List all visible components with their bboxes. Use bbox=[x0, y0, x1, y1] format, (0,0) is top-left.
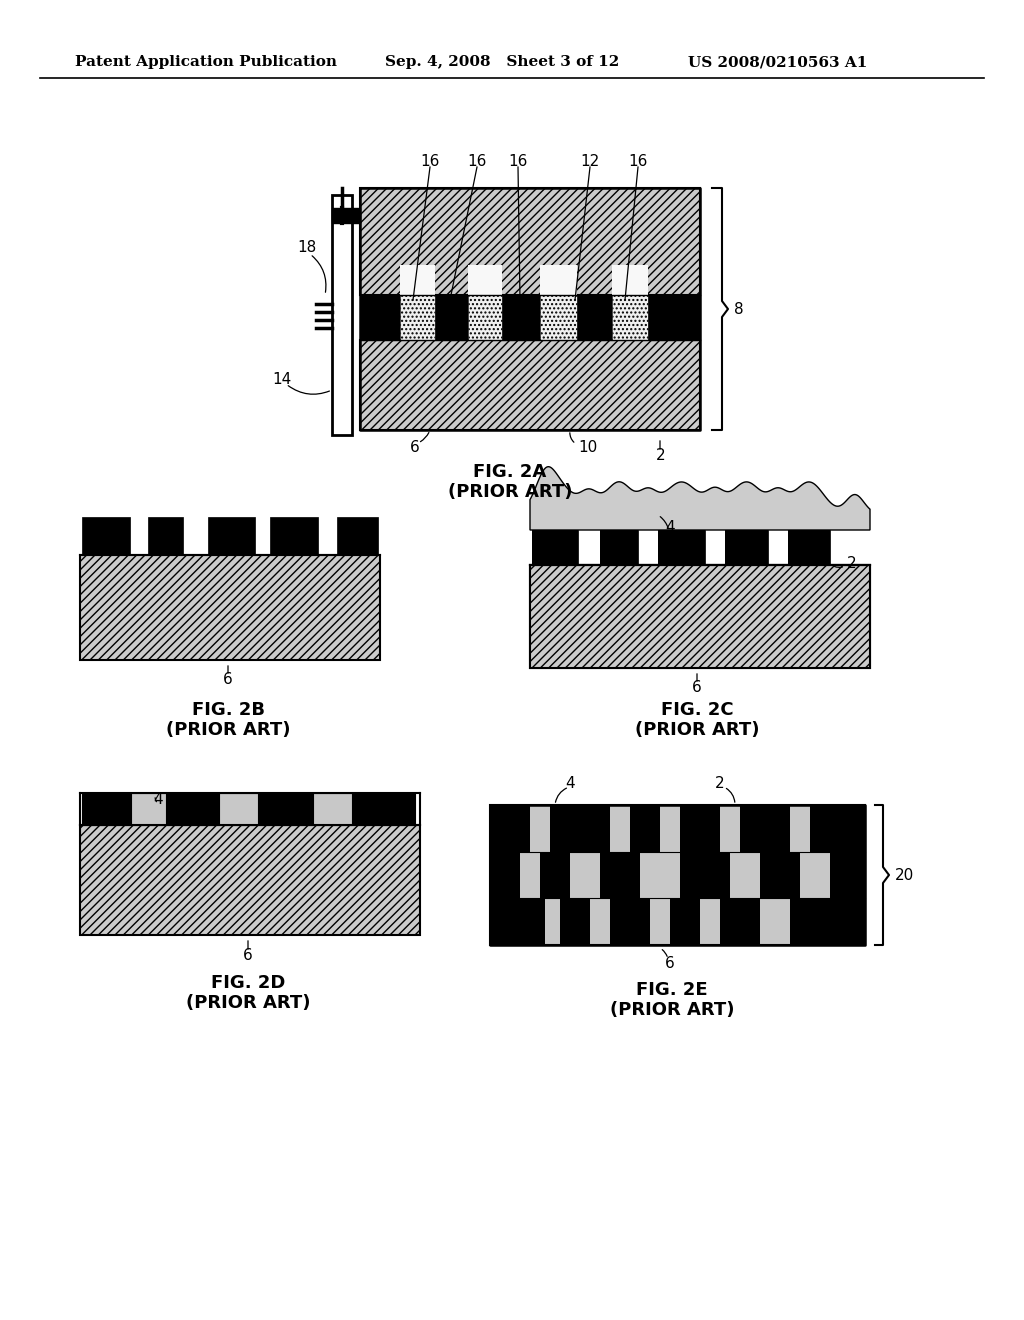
Bar bbox=[360, 187, 700, 294]
Bar bbox=[468, 265, 502, 294]
Bar bbox=[435, 294, 468, 341]
Text: 8: 8 bbox=[734, 301, 743, 317]
Bar bbox=[600, 531, 638, 565]
Bar bbox=[658, 531, 705, 565]
Text: 16: 16 bbox=[508, 154, 527, 169]
Bar bbox=[725, 531, 768, 565]
Text: FIG. 2A: FIG. 2A bbox=[473, 463, 547, 480]
Bar bbox=[532, 531, 578, 565]
Bar bbox=[725, 531, 768, 565]
Bar bbox=[332, 195, 352, 436]
Text: (PRIOR ART): (PRIOR ART) bbox=[166, 721, 290, 739]
Text: FIG. 2B: FIG. 2B bbox=[191, 701, 264, 719]
Bar bbox=[630, 805, 660, 851]
Text: 4: 4 bbox=[154, 792, 163, 808]
Text: (PRIOR ART): (PRIOR ART) bbox=[185, 994, 310, 1012]
Text: 12: 12 bbox=[581, 154, 600, 169]
Bar bbox=[80, 825, 420, 935]
Bar bbox=[337, 517, 378, 554]
Text: Patent Application Publication: Patent Application Publication bbox=[75, 55, 337, 69]
Bar bbox=[532, 531, 578, 565]
Bar bbox=[353, 793, 415, 825]
Bar bbox=[658, 531, 705, 565]
Text: Sep. 4, 2008   Sheet 3 of 12: Sep. 4, 2008 Sheet 3 of 12 bbox=[385, 55, 620, 69]
Text: 6: 6 bbox=[243, 949, 253, 964]
Text: FIG. 2E: FIG. 2E bbox=[636, 981, 708, 999]
Bar bbox=[360, 341, 700, 430]
Bar bbox=[788, 531, 830, 565]
Bar bbox=[530, 565, 870, 668]
Text: 14: 14 bbox=[272, 372, 291, 388]
Bar bbox=[468, 294, 502, 341]
Bar bbox=[612, 294, 648, 341]
Bar bbox=[259, 793, 312, 825]
Text: (PRIOR ART): (PRIOR ART) bbox=[609, 1001, 734, 1019]
Bar bbox=[600, 531, 638, 565]
Bar bbox=[550, 805, 610, 851]
Bar bbox=[540, 265, 577, 294]
Bar bbox=[788, 531, 830, 565]
Text: 6: 6 bbox=[223, 672, 232, 688]
Bar bbox=[313, 793, 352, 825]
Bar bbox=[131, 793, 166, 825]
Bar bbox=[208, 517, 255, 554]
Bar bbox=[670, 899, 700, 945]
Bar bbox=[740, 805, 790, 851]
Bar bbox=[167, 793, 218, 825]
Text: 4: 4 bbox=[565, 776, 574, 791]
Text: 20: 20 bbox=[895, 867, 914, 883]
Bar bbox=[219, 793, 258, 825]
Bar bbox=[540, 851, 570, 899]
Text: (PRIOR ART): (PRIOR ART) bbox=[635, 721, 759, 739]
Text: 2: 2 bbox=[715, 776, 725, 791]
Bar bbox=[612, 265, 648, 294]
Bar bbox=[400, 265, 435, 294]
Bar bbox=[502, 294, 540, 341]
Bar bbox=[400, 294, 435, 341]
Text: 16: 16 bbox=[420, 154, 439, 169]
Bar bbox=[680, 805, 720, 851]
Polygon shape bbox=[530, 467, 870, 531]
Text: 6: 6 bbox=[692, 681, 701, 696]
Bar bbox=[648, 294, 700, 341]
Bar bbox=[720, 899, 760, 945]
Bar bbox=[680, 851, 730, 899]
Bar bbox=[270, 517, 318, 554]
Bar bbox=[830, 851, 865, 899]
Text: FIG. 2C: FIG. 2C bbox=[660, 701, 733, 719]
Bar bbox=[82, 517, 130, 554]
Text: 2: 2 bbox=[656, 449, 666, 463]
Text: 2: 2 bbox=[213, 523, 223, 537]
Bar bbox=[560, 899, 590, 945]
Bar bbox=[332, 209, 360, 223]
Bar bbox=[490, 899, 545, 945]
Bar bbox=[810, 805, 865, 851]
Bar bbox=[360, 294, 400, 341]
Text: 6: 6 bbox=[666, 956, 675, 970]
Text: 18: 18 bbox=[297, 240, 316, 256]
Bar bbox=[80, 554, 380, 660]
Text: 16: 16 bbox=[629, 154, 648, 169]
Text: FIG. 2D: FIG. 2D bbox=[211, 974, 286, 993]
Bar bbox=[490, 805, 530, 851]
Text: 2: 2 bbox=[92, 792, 101, 808]
Bar bbox=[490, 851, 520, 899]
Text: (PRIOR ART): (PRIOR ART) bbox=[447, 483, 572, 502]
Bar bbox=[82, 793, 130, 825]
Text: 2: 2 bbox=[847, 556, 857, 570]
Bar bbox=[530, 565, 870, 668]
Bar bbox=[577, 294, 612, 341]
Bar bbox=[600, 851, 640, 899]
Text: 10: 10 bbox=[578, 441, 597, 455]
Bar bbox=[148, 517, 183, 554]
Text: 6: 6 bbox=[411, 440, 420, 454]
Bar bbox=[490, 805, 865, 945]
Bar bbox=[610, 899, 650, 945]
Bar bbox=[540, 294, 577, 341]
Bar bbox=[790, 899, 865, 945]
Text: 4: 4 bbox=[666, 520, 675, 535]
Bar bbox=[760, 851, 800, 899]
Text: US 2008/0210563 A1: US 2008/0210563 A1 bbox=[688, 55, 867, 69]
Text: 16: 16 bbox=[467, 154, 486, 169]
